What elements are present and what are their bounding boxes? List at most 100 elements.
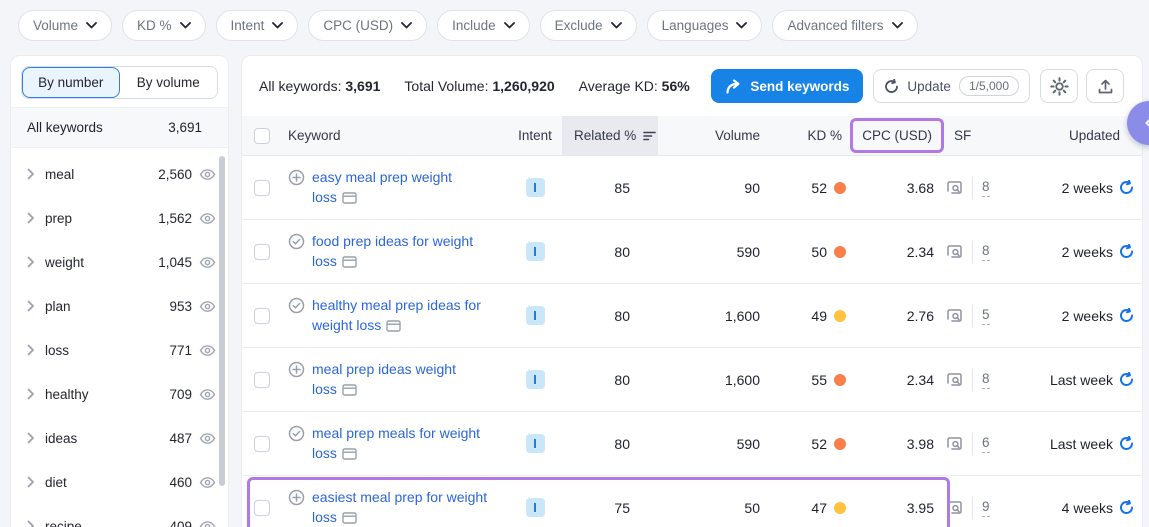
filter-pill[interactable]: Languages <box>646 10 763 41</box>
view-serp-icon[interactable] <box>946 372 963 387</box>
serp-features-count[interactable]: 8 <box>982 371 990 389</box>
view-serp-icon[interactable] <box>946 180 963 195</box>
view-serp-icon[interactable] <box>946 308 963 323</box>
row-refresh-icon[interactable] <box>1119 436 1134 451</box>
column-header-keyword[interactable]: Keyword <box>288 128 341 143</box>
column-header-related[interactable]: Related % <box>562 116 658 155</box>
serp-features-count[interactable]: 8 <box>982 179 990 197</box>
keyword-group-item[interactable]: weight 1,045 <box>11 240 228 284</box>
added-check-icon[interactable] <box>288 297 305 314</box>
chevron-right-icon[interactable] <box>27 256 35 268</box>
eye-icon[interactable] <box>199 212 216 225</box>
keyword-group-item[interactable]: ideas 487 <box>11 416 228 460</box>
serp-snapshot-icon[interactable] <box>386 317 401 337</box>
filter-pill[interactable]: CPC (USD) <box>308 10 428 41</box>
row-checkbox[interactable] <box>254 307 270 324</box>
intent-badge[interactable]: I <box>525 498 545 517</box>
keyword-link[interactable]: meal prep ideas weight loss <box>312 359 456 401</box>
keyword-link[interactable]: easiest meal prep for weight loss <box>312 487 487 527</box>
intent-badge[interactable]: I <box>525 178 545 197</box>
select-all-checkbox[interactable] <box>254 127 270 144</box>
row-refresh-icon[interactable] <box>1119 372 1134 387</box>
view-serp-icon[interactable] <box>946 436 963 451</box>
keyword-group-item[interactable]: diet 460 <box>11 460 228 504</box>
added-check-icon[interactable] <box>288 425 305 442</box>
add-to-list-icon[interactable] <box>288 169 305 186</box>
chevron-right-icon[interactable] <box>27 300 35 312</box>
eye-icon[interactable] <box>199 432 216 445</box>
row-checkbox[interactable] <box>254 435 270 452</box>
column-header-kd[interactable]: KD % <box>807 128 842 143</box>
keyword-group-item[interactable]: loss 771 <box>11 328 228 372</box>
keyword-link[interactable]: easy meal prep weight loss <box>312 167 452 209</box>
added-check-icon[interactable] <box>288 233 305 250</box>
keyword-group-item[interactable]: prep 1,562 <box>11 196 228 240</box>
intent-badge[interactable]: I <box>525 306 545 325</box>
eye-icon[interactable] <box>199 168 216 181</box>
settings-button[interactable] <box>1040 69 1078 103</box>
view-serp-icon[interactable] <box>946 500 963 515</box>
sidebar-scrollbar-thumb[interactable] <box>219 156 225 486</box>
serp-snapshot-icon[interactable] <box>342 253 357 273</box>
column-header-cpc[interactable]: CPC (USD) <box>850 118 946 153</box>
export-button[interactable] <box>1086 69 1124 103</box>
eye-icon[interactable] <box>199 300 216 313</box>
serp-features-count[interactable]: 9 <box>982 499 990 517</box>
chevron-right-icon[interactable] <box>27 520 35 527</box>
serp-features-count[interactable]: 6 <box>982 435 990 453</box>
serp-snapshot-icon[interactable] <box>342 445 357 465</box>
row-refresh-icon[interactable] <box>1119 180 1134 195</box>
filter-pill[interactable]: Volume <box>18 10 113 41</box>
column-header-intent[interactable]: Intent <box>518 128 552 143</box>
intent-badge[interactable]: I <box>525 370 545 389</box>
tab-by-number[interactable]: By number <box>22 67 120 98</box>
tab-by-volume[interactable]: By volume <box>136 75 200 90</box>
intent-badge[interactable]: I <box>525 242 545 261</box>
chevron-right-icon[interactable] <box>27 476 35 488</box>
eye-icon[interactable] <box>199 388 216 401</box>
eye-icon[interactable] <box>199 256 216 269</box>
row-refresh-icon[interactable] <box>1119 500 1134 515</box>
row-refresh-icon[interactable] <box>1119 308 1134 323</box>
eye-icon[interactable] <box>199 520 216 527</box>
row-checkbox[interactable] <box>254 179 270 196</box>
chevron-right-icon[interactable] <box>27 432 35 444</box>
row-checkbox[interactable] <box>254 371 270 388</box>
chevron-right-icon[interactable] <box>27 344 35 356</box>
keyword-link[interactable]: healthy meal prep ideas for weight loss <box>312 295 481 337</box>
filter-pill[interactable]: Exclude <box>539 10 637 41</box>
serp-snapshot-icon[interactable] <box>342 509 357 527</box>
floating-side-toggle-button[interactable] <box>1127 101 1149 145</box>
column-header-updated[interactable]: Updated <box>1068 128 1120 143</box>
row-refresh-icon[interactable] <box>1119 244 1134 259</box>
keyword-group-item[interactable]: plan 953 <box>11 284 228 328</box>
chevron-right-icon[interactable] <box>27 168 35 180</box>
add-to-list-icon[interactable] <box>288 489 305 506</box>
keyword-link[interactable]: meal prep meals for weight loss <box>312 423 480 465</box>
all-keywords-row[interactable]: All keywords 3,691 <box>11 107 228 148</box>
update-button[interactable]: Update 1/5,000 <box>873 69 1030 103</box>
filter-pill[interactable]: Include <box>437 10 530 41</box>
row-checkbox[interactable] <box>254 499 270 516</box>
eye-icon[interactable] <box>199 344 216 357</box>
chevron-right-icon[interactable] <box>27 388 35 400</box>
view-serp-icon[interactable] <box>946 244 963 259</box>
keyword-link[interactable]: food prep ideas for weight loss <box>312 231 473 273</box>
column-header-volume[interactable]: Volume <box>714 128 760 143</box>
filter-pill[interactable]: Intent <box>215 10 299 41</box>
send-keywords-button[interactable]: Send keywords <box>711 69 864 103</box>
serp-snapshot-icon[interactable] <box>342 189 357 209</box>
keyword-group-item[interactable]: recipe 409 <box>11 504 228 527</box>
filter-pill[interactable]: Advanced filters <box>772 10 918 41</box>
row-checkbox[interactable] <box>254 243 270 260</box>
chevron-right-icon[interactable] <box>27 212 35 224</box>
serp-features-count[interactable]: 5 <box>982 307 990 325</box>
keyword-group-item[interactable]: healthy 709 <box>11 372 228 416</box>
column-header-sf[interactable]: SF <box>954 128 972 143</box>
filter-pill[interactable]: KD % <box>122 10 206 41</box>
serp-snapshot-icon[interactable] <box>342 381 357 401</box>
serp-features-count[interactable]: 8 <box>982 243 990 261</box>
keyword-group-item[interactable]: meal 2,560 <box>11 152 228 196</box>
intent-badge[interactable]: I <box>525 434 545 453</box>
add-to-list-icon[interactable] <box>288 361 305 378</box>
